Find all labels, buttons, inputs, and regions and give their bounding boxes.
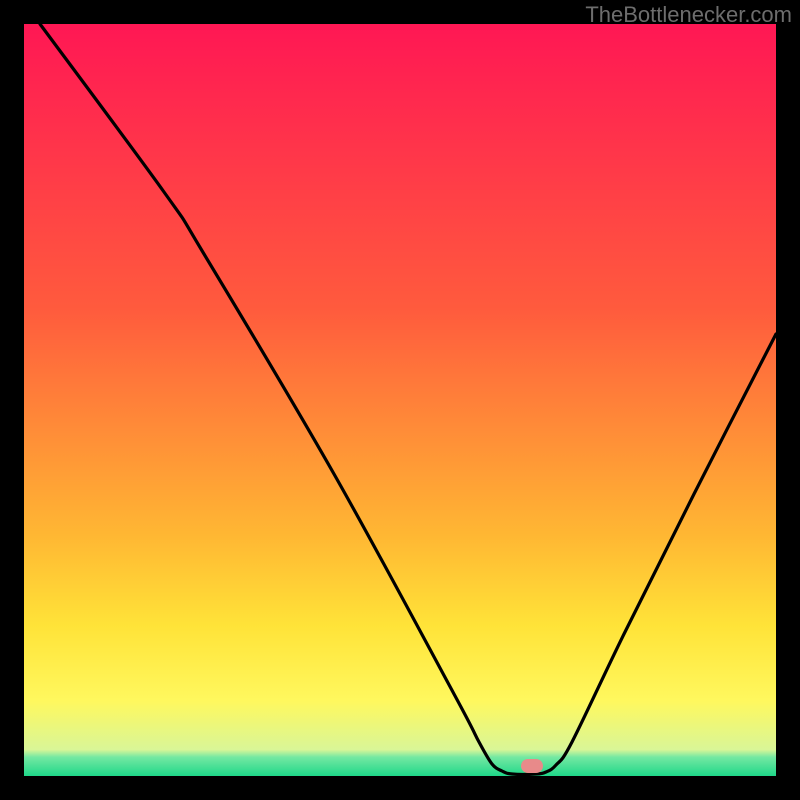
- optimal-point-marker: [521, 759, 543, 773]
- chart-gradient-background: [24, 24, 776, 776]
- chart-frame: TheBottlenecker.com: [0, 0, 800, 800]
- watermark-text: TheBottlenecker.com: [585, 2, 792, 28]
- bottleneck-curve: [24, 24, 776, 776]
